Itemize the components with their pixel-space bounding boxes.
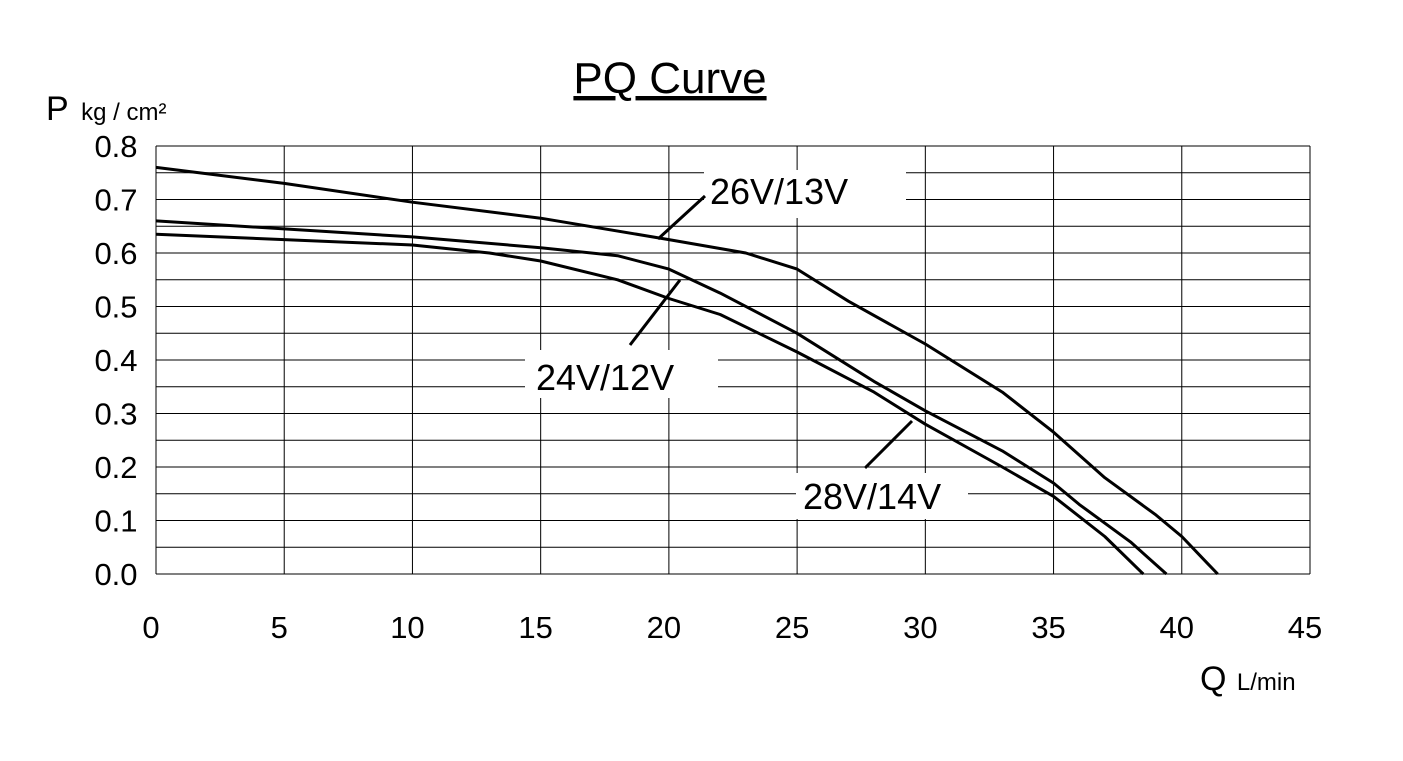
y-axis-label: P kg / cm²	[46, 90, 166, 128]
annotation-26v-13v: 26V/13V	[656, 170, 906, 241]
series-lines	[155, 165, 1219, 576]
x-tick-label: 25	[775, 610, 809, 645]
x-tick-label: 40	[1160, 610, 1194, 645]
series-annotations: 26V/13V 24V/12V 28V/14V	[525, 170, 968, 519]
series-line-26v-13v	[155, 165, 1219, 576]
x-tick-label: 20	[647, 610, 681, 645]
y-tick-label: 0.7	[94, 183, 137, 218]
x-tick-label: 15	[518, 610, 552, 645]
annotation-28v-14v: 28V/14V	[796, 419, 968, 519]
chart-title: PQ Curve	[573, 54, 766, 103]
series-line-28v-14v	[155, 232, 1145, 576]
label-24v-12v: 24V/12V	[536, 357, 674, 398]
label-28v-14v: 28V/14V	[803, 476, 941, 517]
y-tick-label: 0.4	[94, 343, 137, 378]
y-tick-label: 0.5	[94, 290, 137, 325]
y-axis-symbol: P	[46, 90, 69, 128]
x-tick-label: 0	[142, 610, 159, 645]
leader-line-26v-13v	[656, 194, 707, 241]
leader-line-24v-12v	[628, 279, 682, 346]
y-axis-unit: kg / cm²	[81, 99, 166, 126]
y-tick-label: 0.1	[94, 504, 137, 539]
x-axis-unit: L/min	[1237, 669, 1296, 696]
x-tick-label: 35	[1031, 610, 1065, 645]
y-tick-label: 0.6	[94, 236, 137, 271]
x-tick-label: 30	[903, 610, 937, 645]
y-tick-label: 0.8	[94, 129, 137, 164]
y-tick-label: 0.0	[94, 557, 137, 592]
x-axis-label: Q L/min	[1200, 660, 1296, 698]
x-tick-label: 5	[271, 610, 288, 645]
annotation-24v-12v: 24V/12V	[525, 279, 718, 398]
x-axis-symbol: Q	[1200, 660, 1226, 698]
series-line-24v-12v	[155, 219, 1168, 576]
label-26v-13v: 26V/13V	[710, 171, 848, 212]
x-tick-label: 45	[1288, 610, 1322, 645]
tick-labels: 0.0 0.1 0.2 0.3 0.4 0.5 0.6 0.7 0.8 0 5 10 15 20 25 30 3…	[94, 129, 1322, 645]
leader-line-28v-14v	[863, 419, 914, 470]
y-tick-label: 0.2	[94, 450, 137, 485]
x-tick-label: 10	[390, 610, 424, 645]
y-tick-label: 0.3	[94, 397, 137, 432]
